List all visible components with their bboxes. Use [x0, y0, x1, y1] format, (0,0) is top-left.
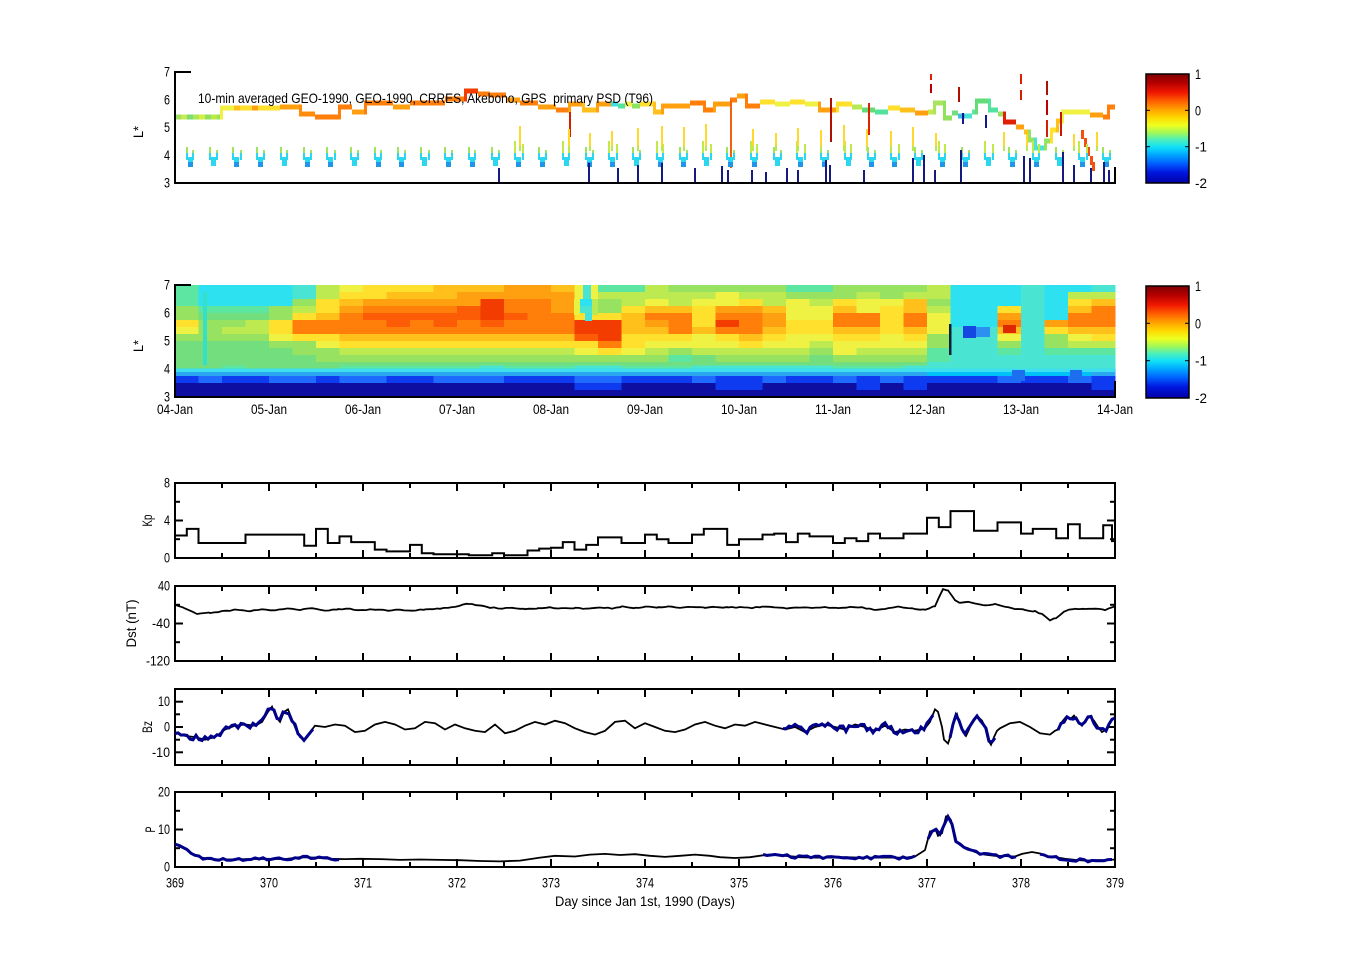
svg-text:Bz: Bz: [139, 721, 155, 733]
svg-text:P: P: [142, 827, 158, 833]
svg-text:Day since Jan 1st, 1990 (Days): Day since Jan 1st, 1990 (Days): [555, 893, 735, 909]
svg-text:0: 0: [164, 859, 170, 875]
svg-text:-120: -120: [146, 653, 170, 669]
svg-text:374: 374: [636, 875, 654, 891]
svg-text:06-Jan: 06-Jan: [345, 401, 381, 417]
svg-text:1: 1: [1195, 278, 1201, 294]
svg-text:369: 369: [166, 875, 184, 891]
svg-text:377: 377: [918, 875, 936, 891]
svg-text:40: 40: [158, 578, 170, 594]
svg-text:5: 5: [164, 333, 170, 349]
svg-text:09-Jan: 09-Jan: [627, 401, 663, 417]
svg-text:04-Jan: 04-Jan: [157, 401, 193, 417]
svg-text:4: 4: [164, 512, 170, 528]
svg-text:376: 376: [824, 875, 842, 891]
svg-text:12-Jan: 12-Jan: [909, 401, 945, 417]
svg-text:07-Jan: 07-Jan: [439, 401, 475, 417]
svg-text:7: 7: [164, 277, 170, 293]
svg-text:7: 7: [164, 64, 170, 80]
svg-text:-2: -2: [1195, 175, 1207, 191]
svg-text:0: 0: [164, 550, 170, 566]
svg-text:-2: -2: [1195, 390, 1207, 406]
svg-text:1: 1: [1195, 66, 1201, 82]
svg-text:6: 6: [164, 305, 170, 321]
svg-text:L*: L*: [130, 125, 146, 138]
svg-text:0: 0: [1195, 315, 1201, 331]
svg-text:3: 3: [164, 389, 170, 405]
svg-text:-1: -1: [1195, 139, 1207, 155]
svg-text:11-Jan: 11-Jan: [815, 401, 851, 417]
svg-text:372: 372: [448, 875, 466, 891]
svg-text:Kp: Kp: [139, 514, 155, 526]
svg-text:10: 10: [158, 821, 170, 837]
svg-text:05-Jan: 05-Jan: [251, 401, 287, 417]
svg-text:10-Jan: 10-Jan: [721, 401, 757, 417]
svg-text:371: 371: [354, 875, 372, 891]
svg-text:-10: -10: [152, 744, 170, 760]
svg-text:3: 3: [164, 175, 170, 191]
svg-text:13-Jan: 13-Jan: [1003, 401, 1039, 417]
svg-text:10: 10: [158, 693, 170, 709]
svg-text:Dst (nT): Dst (nT): [123, 600, 139, 648]
svg-text:8: 8: [164, 475, 170, 491]
svg-text:5: 5: [164, 119, 170, 135]
svg-text:0: 0: [164, 719, 170, 735]
svg-text:0: 0: [1195, 102, 1201, 118]
svg-text:4: 4: [164, 361, 170, 377]
svg-text:4: 4: [164, 147, 170, 163]
svg-text:14-Jan: 14-Jan: [1097, 401, 1133, 417]
svg-text:-1: -1: [1195, 353, 1207, 369]
svg-text:6: 6: [164, 91, 170, 107]
svg-text:-40: -40: [152, 615, 170, 631]
svg-text:370: 370: [260, 875, 278, 891]
svg-text:375: 375: [730, 875, 748, 891]
svg-text:10-min averaged GEO-1990, GEO-: 10-min averaged GEO-1990, GEO-1990, CRRE…: [198, 90, 653, 106]
svg-text:08-Jan: 08-Jan: [533, 401, 569, 417]
svg-text:378: 378: [1012, 875, 1030, 891]
svg-text:L*: L*: [130, 339, 146, 352]
svg-text:373: 373: [542, 875, 560, 891]
svg-text:379: 379: [1106, 875, 1124, 891]
svg-text:20: 20: [158, 784, 170, 800]
